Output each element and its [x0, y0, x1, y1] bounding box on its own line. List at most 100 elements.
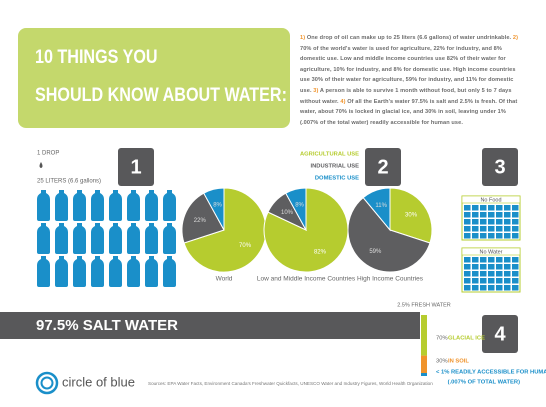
calendar-label: No Water [479, 249, 502, 255]
pie-slice [203, 187, 225, 231]
calendar-day [512, 226, 519, 232]
bottle [73, 190, 86, 221]
calendar-day [504, 264, 511, 270]
fresh-segment [421, 315, 427, 356]
bottle [145, 256, 158, 287]
salt-label: 97.5% SALT WATER [36, 317, 178, 334]
calendar-day [480, 285, 487, 291]
calendar-day [496, 205, 503, 211]
calendar-day [472, 285, 479, 291]
fact-text: Of all the Earth's water 97.5% is salt a… [300, 98, 518, 126]
title-line: SHOULD KNOW ABOUT WATER: [35, 84, 287, 106]
bottle [55, 190, 68, 221]
slice-label: 11% [375, 203, 387, 209]
bottle [127, 256, 140, 287]
calendar-day [488, 233, 495, 239]
pie-name: World [216, 276, 233, 283]
calendar-frame [461, 195, 521, 241]
pie-slice [347, 196, 431, 273]
bottle [91, 190, 104, 221]
slice-label: 70% [239, 243, 252, 249]
fact-number: 4) [340, 98, 346, 105]
pie-slice [362, 187, 391, 232]
calendar-day [488, 219, 495, 225]
number-box-label: 4 [494, 323, 506, 345]
calendar-day [504, 212, 511, 218]
calendar-day [464, 257, 471, 263]
calendar-day [496, 278, 503, 284]
calendar-day [496, 233, 503, 239]
fresh-segment [421, 355, 427, 373]
bottle [163, 256, 176, 287]
title-line: 10 THINGS YOU [35, 46, 158, 68]
calendar-day [464, 219, 471, 225]
calendar-day [488, 205, 495, 211]
calendar-day [512, 233, 519, 239]
calendar-day [480, 212, 487, 218]
bottle [145, 223, 158, 254]
bottle [37, 223, 50, 254]
calendar-day [496, 212, 503, 218]
fresh-label: 2.5% FRESH WATER [397, 302, 451, 308]
drop-label: 1 DROP [37, 151, 59, 157]
calendar-day [472, 271, 479, 277]
bottle [91, 256, 104, 287]
calendar-day [464, 264, 471, 270]
number-box [118, 148, 154, 186]
facts-paragraph: 1) One drop of oil can make up to 25 lit… [300, 33, 522, 128]
bottle [73, 256, 86, 287]
calendar-day [504, 233, 511, 239]
pie-name: High Income Countries [357, 276, 424, 283]
accessible-label: < 1% READILY ACCESSIBLE FOR HUMANS [436, 370, 546, 376]
bottle [109, 256, 122, 287]
calendar-day [496, 271, 503, 277]
logo-ring [35, 371, 59, 395]
calendar-day [496, 257, 503, 263]
calendar-day [512, 205, 519, 211]
calendar-day [496, 226, 503, 232]
legend-entry: AGRICULTURAL USE [300, 152, 359, 158]
accessible-segment [421, 373, 427, 376]
calendar-day [464, 271, 471, 277]
drop-icon [39, 162, 43, 168]
number-box [365, 148, 401, 186]
calendar-day [480, 278, 487, 284]
bottle [91, 223, 104, 254]
calendar-day [512, 285, 519, 291]
calendar-day [464, 233, 471, 239]
number-box-label: 3 [494, 156, 505, 178]
slice-label: 30% [405, 212, 418, 218]
calendar-day [504, 285, 511, 291]
calendar-day [488, 271, 495, 277]
calendar-frame [461, 247, 521, 293]
legend-entry: DOMESTIC USE [315, 176, 359, 182]
calendar-day [480, 257, 487, 263]
calendar-day [464, 278, 471, 284]
calendar-day [464, 212, 471, 218]
calendar-header [461, 195, 521, 204]
pie-slice [181, 192, 225, 244]
calendar-day [464, 205, 471, 211]
calendar-day [472, 264, 479, 270]
segment-pct: 30% [436, 359, 448, 365]
title-box [18, 28, 290, 128]
calendar-day [504, 278, 511, 284]
bottle [37, 190, 50, 221]
calendar-day [480, 264, 487, 270]
bottle [109, 190, 122, 221]
pie-slice [183, 187, 267, 273]
pie-name: Low and Middle Income Countries [257, 276, 356, 283]
slice-label: 10% [281, 210, 294, 216]
slice-label: 22% [194, 218, 207, 224]
bottle [109, 223, 122, 254]
calendar-day [496, 264, 503, 270]
calendar-day [504, 257, 511, 263]
calendar-day [512, 257, 519, 263]
calendar-day [464, 226, 471, 232]
calendar-day [480, 205, 487, 211]
calendar-day [480, 226, 487, 232]
slice-label: 8% [213, 202, 222, 208]
calendar-day [488, 257, 495, 263]
calendar-header [461, 247, 521, 256]
